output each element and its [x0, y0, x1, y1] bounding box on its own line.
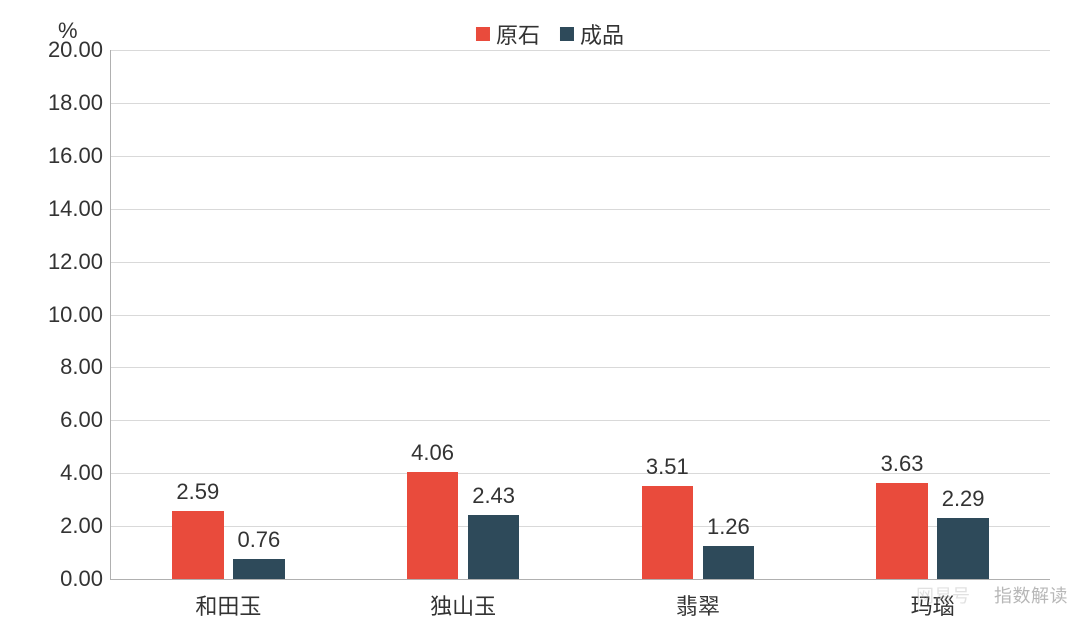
legend: 原石 成品 [476, 18, 624, 50]
gridline [111, 367, 1050, 368]
y-tick-label: 10.00 [48, 302, 111, 328]
bar-value-label: 3.51 [646, 454, 689, 480]
watermark-secondary: 网易号 [916, 582, 970, 608]
legend-item: 原石 [476, 18, 540, 50]
gridline [111, 262, 1050, 263]
y-tick-label: 4.00 [60, 460, 111, 486]
bar: 3.51 [642, 486, 694, 579]
chart-container: % 原石 成品 0.002.004.006.008.0010.0012.0014… [40, 10, 1060, 620]
bar: 1.26 [703, 546, 755, 579]
y-tick-label: 16.00 [48, 143, 111, 169]
bar-value-label: 1.26 [707, 514, 750, 540]
gridline [111, 209, 1050, 210]
plot-area: 0.002.004.006.008.0010.0012.0014.0016.00… [110, 50, 1050, 580]
bar: 2.29 [937, 518, 989, 579]
y-tick-label: 18.00 [48, 90, 111, 116]
bar: 4.06 [407, 472, 459, 579]
legend-label: 成品 [580, 18, 624, 50]
bar-value-label: 2.43 [472, 483, 515, 509]
watermark-primary: 指数解读 [994, 582, 1068, 608]
y-tick-label: 2.00 [60, 513, 111, 539]
bar: 3.63 [876, 483, 928, 579]
gridline [111, 103, 1050, 104]
gridline [111, 420, 1050, 421]
bar: 0.76 [233, 559, 285, 579]
bar-value-label: 4.06 [411, 440, 454, 466]
y-tick-label: 6.00 [60, 407, 111, 433]
bar-value-label: 0.76 [237, 527, 280, 553]
legend-swatch-raw [476, 27, 490, 41]
bar-value-label: 3.63 [881, 451, 924, 477]
gridline [111, 156, 1050, 157]
x-tick-label: 独山玉 [430, 579, 496, 621]
y-tick-label: 20.00 [48, 37, 111, 63]
y-tick-label: 12.00 [48, 249, 111, 275]
y-tick-label: 14.00 [48, 196, 111, 222]
x-tick-label: 和田玉 [195, 579, 261, 621]
bar-value-label: 2.29 [942, 486, 985, 512]
bar: 2.43 [468, 515, 520, 579]
legend-item: 成品 [560, 18, 624, 50]
y-tick-label: 8.00 [60, 354, 111, 380]
y-tick-label: 0.00 [60, 566, 111, 592]
legend-swatch-finished [560, 27, 574, 41]
legend-label: 原石 [496, 18, 540, 50]
gridline [111, 315, 1050, 316]
x-tick-label: 翡翠 [676, 579, 720, 621]
bar-value-label: 2.59 [176, 479, 219, 505]
bar: 2.59 [172, 511, 224, 580]
gridline [111, 50, 1050, 51]
